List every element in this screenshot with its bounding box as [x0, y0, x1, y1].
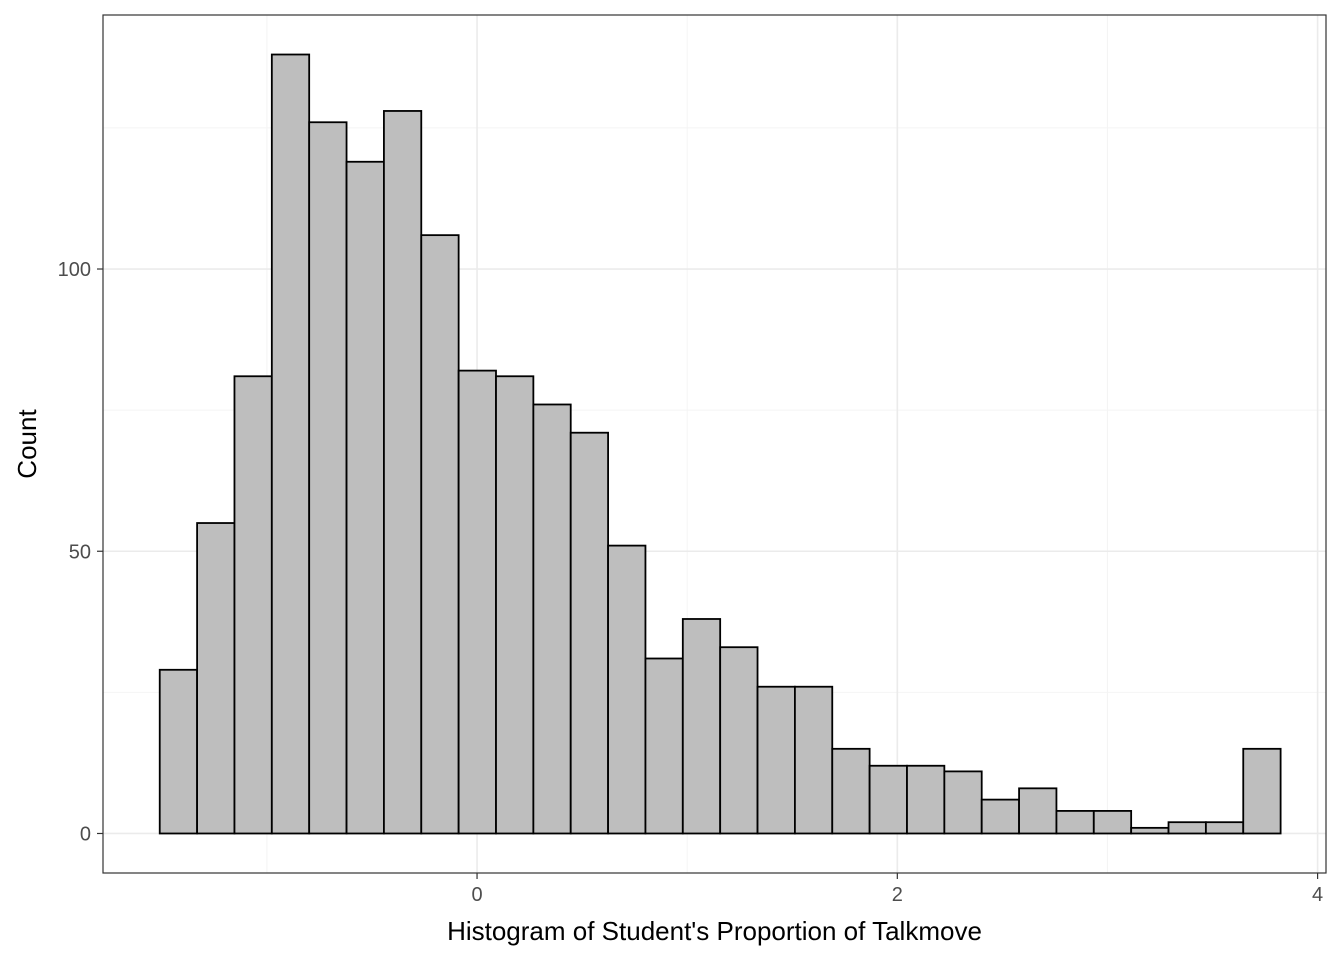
histogram-bar-6 [345, 160, 385, 835]
histogram-bar-17 [756, 685, 796, 835]
histogram-bar-12 [569, 431, 609, 835]
histogram-bar-27 [1130, 826, 1170, 835]
histogram-bars [158, 53, 1282, 835]
x-tick-label: 0 [471, 884, 482, 906]
histogram-bar-28 [1167, 821, 1207, 835]
histogram-bar-10 [495, 375, 535, 835]
histogram-bar-8 [420, 234, 460, 835]
histogram-bar-15 [681, 618, 722, 835]
x-axis-title: Histogram of Student's Proportion of Tal… [447, 916, 982, 946]
panel-border [102, 14, 1327, 874]
histogram-bar-13 [607, 544, 647, 835]
x-axis: 0 2 4 [471, 873, 1323, 906]
histogram-bar-23 [980, 798, 1020, 835]
x-tick-label: 2 [892, 884, 903, 906]
histogram-bar-26 [1092, 810, 1133, 835]
histogram-bar-14 [644, 657, 684, 835]
y-tick-label: 50 [69, 541, 91, 563]
histogram-bar-22 [943, 770, 983, 835]
histogram-bar-5 [308, 121, 348, 835]
y-tick-label: 0 [80, 823, 91, 845]
histogram-bar-1 [158, 668, 198, 835]
y-tick-label: 100 [58, 259, 91, 281]
histogram-bar-25 [1055, 810, 1095, 835]
histogram-bar-21 [906, 764, 946, 835]
x-tick-label: 4 [1312, 884, 1323, 906]
histogram-bar-24 [1018, 787, 1058, 835]
histogram-bar-18 [793, 685, 834, 835]
histogram-bar-7 [383, 110, 423, 835]
histogram-bar-4 [270, 53, 311, 835]
histogram-bar-19 [831, 747, 871, 835]
histogram-bar-30 [1242, 747, 1282, 835]
histogram-bar-11 [532, 403, 572, 835]
histogram-bar-2 [196, 522, 236, 835]
histogram-bar-16 [719, 646, 759, 835]
histogram-bar-20 [868, 764, 908, 835]
y-axis: 0 50 100 [58, 259, 103, 845]
y-axis-title: Count [12, 409, 42, 479]
histogram-bar-3 [233, 375, 273, 835]
histogram-bar-9 [457, 369, 497, 835]
histogram-bar-29 [1204, 821, 1245, 835]
